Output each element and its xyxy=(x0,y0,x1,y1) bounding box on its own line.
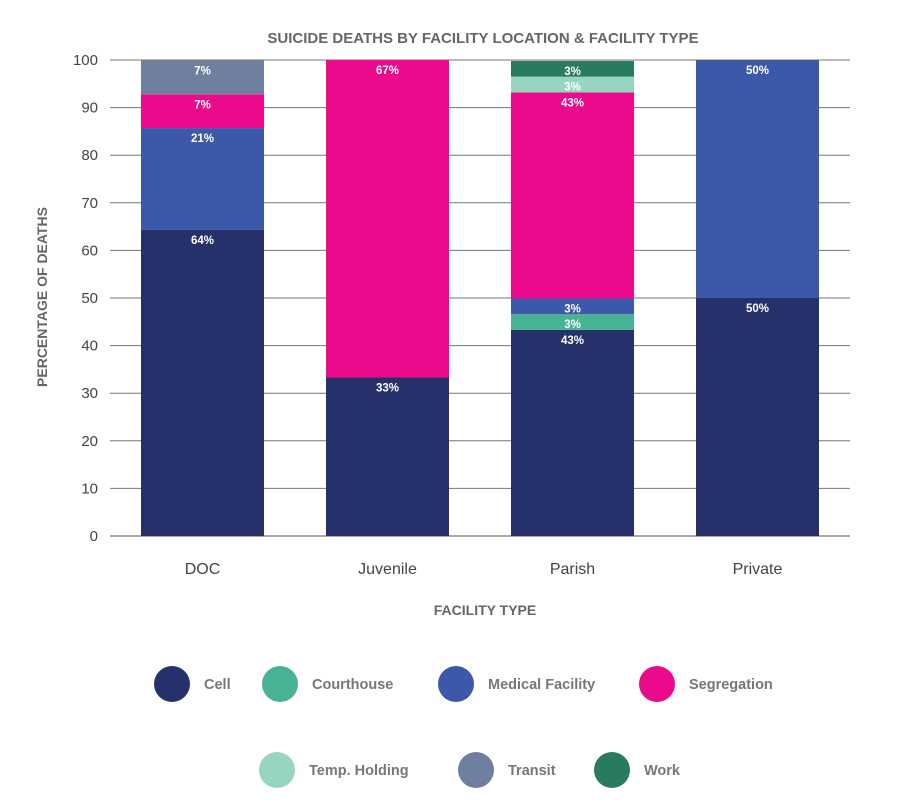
bar-parish-segregation xyxy=(511,92,634,299)
data-label: 3% xyxy=(564,319,581,331)
y-tick-label: 0 xyxy=(90,528,98,545)
legend-swatch xyxy=(259,752,295,788)
data-labels: 64% 21% 7% 7% 33% 67% 43% 3% 3% 43% 3% 3% 50% 50% xyxy=(191,65,769,394)
data-label: 43% xyxy=(561,97,584,109)
x-tick-label: DOC xyxy=(185,561,221,578)
data-label: 50% xyxy=(746,303,769,315)
bar-juvenile-cell xyxy=(326,377,449,536)
bar-parish-cell xyxy=(511,329,634,536)
data-label: 3% xyxy=(564,303,581,315)
legend-label: Cell xyxy=(204,677,231,693)
legend-item-medical-facility: Medical Facility xyxy=(438,666,595,702)
data-label: 3% xyxy=(564,66,581,78)
bar-doc-cell xyxy=(141,229,264,536)
data-label: 21% xyxy=(191,133,214,145)
data-label: 50% xyxy=(746,65,769,77)
data-label: 43% xyxy=(561,335,584,347)
bars xyxy=(141,60,819,536)
legend-label: Work xyxy=(644,763,681,779)
x-axis-ticks: DOC Juvenile Parish Private xyxy=(185,561,783,578)
legend-item-segregation: Segregation xyxy=(639,666,773,702)
y-tick-label: 60 xyxy=(81,242,98,259)
data-label: 33% xyxy=(376,382,399,394)
x-tick-label: Parish xyxy=(550,561,595,578)
bar-parish-courthouse xyxy=(511,314,634,330)
x-tick-label: Juvenile xyxy=(358,561,417,578)
bar-private-medical-facility xyxy=(696,60,819,298)
bar-doc-segregation xyxy=(141,94,264,129)
legend-swatch xyxy=(438,666,474,702)
legend-label: Transit xyxy=(508,763,556,779)
bar-doc-transit xyxy=(141,60,264,95)
legend-label: Medical Facility xyxy=(488,677,595,693)
legend-label: Temp. Holding xyxy=(309,763,409,779)
bar-private-cell xyxy=(696,298,819,536)
data-label: 7% xyxy=(194,65,211,77)
y-tick-label: 20 xyxy=(81,433,98,450)
y-tick-label: 80 xyxy=(81,147,98,164)
legend-item-courthouse: Courthouse xyxy=(262,666,393,702)
legend-item-temp-holding: Temp. Holding xyxy=(259,752,409,788)
bar-juvenile-segregation xyxy=(326,60,449,378)
legend-item-transit: Transit xyxy=(458,752,556,788)
y-tick-label: 100 xyxy=(73,52,98,69)
bar-parish-work xyxy=(511,60,634,77)
bar-parish-medical-facility xyxy=(511,298,634,315)
x-axis-title: FACILITY TYPE xyxy=(434,602,536,618)
y-tick-label: 40 xyxy=(81,338,98,355)
y-axis-ticks: 0 10 20 30 40 50 60 70 80 90 100 xyxy=(73,52,98,545)
data-label: 64% xyxy=(191,235,214,247)
bar-doc-medical-facility xyxy=(141,128,264,230)
y-tick-label: 90 xyxy=(81,100,98,117)
bar-parish-temp-holding xyxy=(511,76,634,93)
legend: Cell Courthouse Medical Facility Segregatio… xyxy=(154,666,773,788)
y-tick-label: 10 xyxy=(81,480,98,497)
legend-swatch xyxy=(594,752,630,788)
y-axis-title: PERCENTAGE OF DEATHS xyxy=(34,207,50,387)
legend-swatch xyxy=(458,752,494,788)
legend-swatch xyxy=(262,666,298,702)
y-tick-label: 50 xyxy=(81,290,98,307)
chart-title: SUICIDE DEATHS BY FACILITY LOCATION & FA… xyxy=(267,30,698,47)
data-label: 67% xyxy=(376,65,399,77)
legend-item-work: Work xyxy=(594,752,681,788)
legend-swatch xyxy=(639,666,675,702)
legend-item-cell: Cell xyxy=(154,666,231,702)
legend-label: Segregation xyxy=(689,677,773,693)
data-label: 7% xyxy=(194,99,211,111)
y-tick-label: 70 xyxy=(81,195,98,212)
x-tick-label: Private xyxy=(733,561,783,578)
y-tick-label: 30 xyxy=(81,385,98,402)
legend-label: Courthouse xyxy=(312,677,393,693)
legend-swatch xyxy=(154,666,190,702)
data-label: 3% xyxy=(564,82,581,94)
